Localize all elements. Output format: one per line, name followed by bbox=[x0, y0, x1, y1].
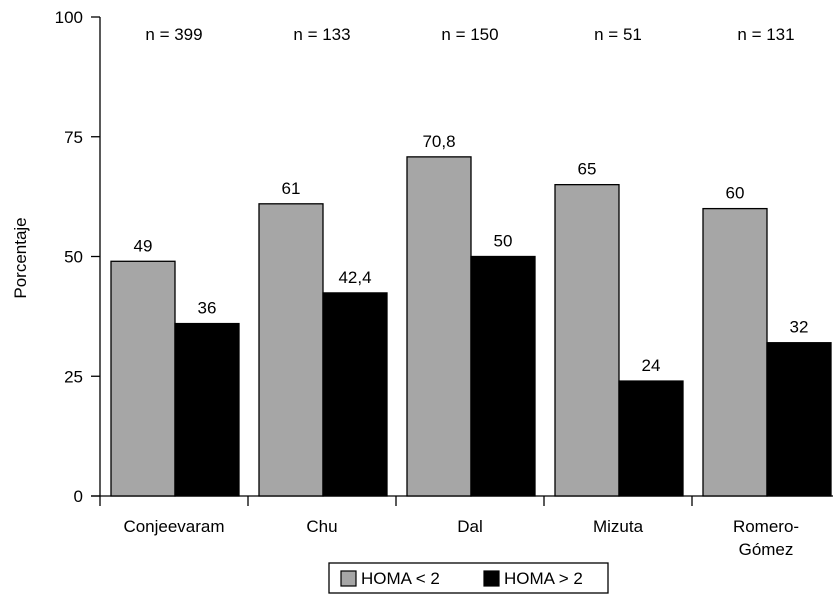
x-category-label: Mizuta bbox=[593, 517, 644, 536]
data-label: 32 bbox=[790, 318, 809, 337]
y-tick-label: 100 bbox=[55, 8, 83, 27]
x-category-label: Conjeevaram bbox=[123, 517, 224, 536]
bar bbox=[470, 255, 536, 497]
sample-size-label: n = 399 bbox=[145, 25, 202, 44]
data-label: 65 bbox=[578, 160, 597, 179]
data-label: 49 bbox=[134, 236, 153, 255]
legend-box bbox=[328, 562, 609, 594]
bar bbox=[766, 342, 832, 497]
x-category-label: Dal bbox=[457, 517, 483, 536]
bar bbox=[702, 207, 768, 497]
bars: 49 36 61 42,4 70,8 50 65 24 60 32 bbox=[110, 132, 832, 497]
x-category-label: Romero- bbox=[733, 517, 799, 536]
bar bbox=[618, 380, 684, 497]
bar bbox=[174, 322, 240, 497]
data-label: 61 bbox=[282, 179, 301, 198]
legend-swatch bbox=[340, 570, 357, 587]
legend-label: HOMA < 2 bbox=[361, 569, 440, 588]
legend: HOMA < 2 HOMA > 2 bbox=[328, 562, 609, 594]
legend-label: HOMA > 2 bbox=[504, 569, 583, 588]
data-label: 36 bbox=[198, 299, 217, 318]
y-tick-label: 0 bbox=[74, 487, 83, 506]
data-label: 70,8 bbox=[422, 132, 455, 151]
sample-size-label: n = 150 bbox=[441, 25, 498, 44]
sample-size-label: n = 131 bbox=[737, 25, 794, 44]
legend-swatch bbox=[483, 570, 500, 587]
sample-size-label: n = 133 bbox=[293, 25, 350, 44]
y-tick-label: 75 bbox=[64, 128, 83, 147]
sample-size-label: n = 51 bbox=[594, 25, 642, 44]
y-tick-label: 25 bbox=[64, 367, 83, 386]
bar bbox=[554, 183, 620, 497]
bar bbox=[322, 292, 388, 497]
data-label: 60 bbox=[726, 184, 745, 203]
x-category-label: Gómez bbox=[739, 540, 794, 559]
data-label: 50 bbox=[494, 232, 513, 251]
data-label: 24 bbox=[642, 356, 661, 375]
y-axis-label: Porcentaje bbox=[11, 217, 30, 298]
x-category-label: Chu bbox=[306, 517, 337, 536]
bar bbox=[406, 156, 472, 497]
y-tick-label: 50 bbox=[64, 248, 83, 267]
bar bbox=[110, 260, 176, 497]
data-label: 42,4 bbox=[338, 268, 371, 287]
bar bbox=[258, 203, 324, 497]
